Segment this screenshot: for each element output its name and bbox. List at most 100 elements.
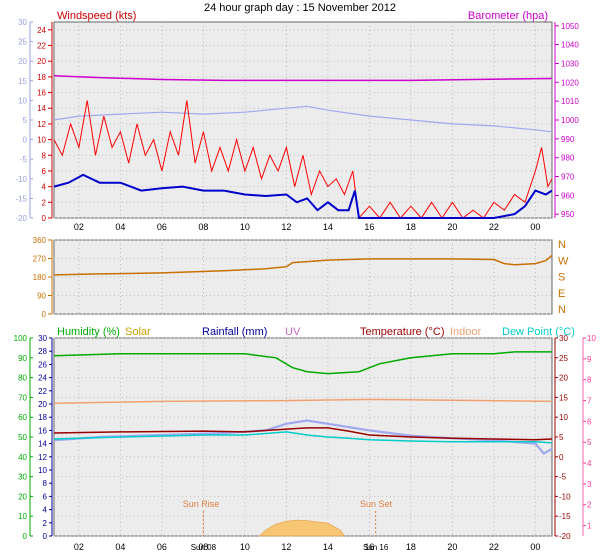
uv-tick-5: 6 — [587, 417, 592, 426]
windspeed-tick-3: 6 — [42, 167, 47, 176]
wind-outer-tick-6: 10 — [18, 96, 27, 105]
wind-x-tick-2: 06 — [157, 222, 167, 232]
windspeed-tick-8: 16 — [37, 89, 46, 98]
wind-x-tick-10: 22 — [489, 222, 499, 232]
indoor-legend: Indoor — [450, 326, 482, 338]
solar-area — [258, 519, 346, 537]
windspeed-axis-title: Windspeed (kts) — [57, 10, 136, 22]
rainfall-legend: Rainfall (mm) — [202, 326, 267, 338]
sunset-label: Sun Set — [360, 499, 393, 509]
rainfall-tick-13: 26 — [38, 360, 47, 369]
barometer-line — [53, 74, 553, 82]
wind-outer-tick-8: 20 — [18, 57, 27, 66]
barometer-tick-1: 960 — [561, 191, 575, 200]
barometer-tick-9: 1040 — [561, 41, 579, 50]
indoor-line — [53, 398, 553, 405]
wind-x-tick-7: 16 — [364, 222, 374, 232]
windspeed-tick-7: 14 — [37, 104, 46, 113]
wind-time-axis: 02 04 06 08 10 12 14 16 18 20 22 00 — [74, 222, 541, 232]
wind-x-tick-0: 02 — [74, 222, 84, 232]
wind-x-tick-8: 18 — [406, 222, 416, 232]
rainfall-tick-11: 22 — [38, 387, 47, 396]
wind-outer-tick-3: -5 — [20, 155, 28, 164]
barometer-tick-4: 990 — [561, 135, 575, 144]
thermo-x-tick-5: 12 — [281, 542, 291, 552]
wind-series — [53, 74, 553, 220]
uv-tick-2: 3 — [587, 480, 592, 489]
rainfall-tick-9: 18 — [38, 413, 47, 422]
thermo-time-axis: 02 04 06 08 10 12 14 16 18 20 22 00 Sun 08 Sun 16 — [74, 542, 541, 552]
humidity-tick-8: 80 — [18, 374, 27, 383]
wind-x-tick-1: 04 — [115, 222, 125, 232]
rainfall-tick-6: 12 — [38, 453, 47, 462]
humidity-tick-3: 30 — [18, 473, 27, 482]
compass-label-4: N — [558, 304, 566, 316]
winddir-tick-4: 360 — [33, 236, 47, 245]
uv-legend: UV — [285, 326, 301, 338]
rainfall-tick-15: 30 — [38, 334, 47, 343]
wind-x-tick-5: 12 — [281, 222, 291, 232]
wind-panel: Windspeed (kts) Barometer (hpa) 02468101… — [15, 10, 579, 232]
humidity-tick-10: 100 — [14, 334, 28, 343]
wind-outer-tick-4: 0 — [23, 136, 28, 145]
uv-tick-0: 1 — [587, 522, 592, 531]
sunset-tick-label: Sun 16 — [363, 543, 389, 552]
windspeed-tick-12: 24 — [37, 26, 46, 35]
wind-x-tick-3: 08 — [198, 222, 208, 232]
wind-x-tick-6: 14 — [323, 222, 333, 232]
uv-tick-9: 10 — [587, 334, 596, 343]
winddir-tick-2: 180 — [33, 273, 47, 282]
temperature-line — [53, 427, 553, 441]
rainfall-tick-2: 4 — [43, 506, 48, 515]
winddir-series — [53, 254, 553, 276]
humidity-axis: 0 10 20 30 40 50 60 70 80 90 100 — [14, 334, 33, 541]
dark-blue-line — [53, 173, 553, 219]
windspeed-tick-1: 2 — [42, 198, 47, 207]
uv-tick-1: 2 — [587, 501, 592, 510]
red-line — [53, 100, 553, 220]
temperature-legend: Temperature (°C) — [360, 326, 444, 338]
windspeed-tick-9: 18 — [37, 73, 46, 82]
barometer-tick-6: 1010 — [561, 97, 579, 106]
temperature-tick-10: 30 — [559, 334, 568, 343]
compass-label-3: E — [558, 288, 565, 300]
dewpoint-line — [53, 431, 553, 444]
sunrise-tick-label: Sun 08 — [191, 543, 217, 552]
compass-label-2: S — [558, 272, 565, 284]
barometer-tick-10: 1050 — [561, 22, 579, 31]
windspeed-tick-4: 8 — [42, 151, 47, 160]
rainfall-tick-10: 20 — [38, 400, 47, 409]
humidity-tick-6: 60 — [18, 413, 27, 422]
thermo-series — [53, 351, 553, 537]
temperature-tick-5: 5 — [559, 433, 564, 442]
barometer-axis-title: Barometer (hpa) — [468, 10, 548, 22]
humidity-tick-7: 70 — [18, 393, 27, 402]
wind-outer-tick-1: -15 — [15, 194, 27, 203]
solar-legend: Solar — [125, 326, 151, 338]
wind-plot-area — [53, 21, 553, 219]
thermo-x-tick-3: 08 — [198, 542, 208, 552]
humidity-line — [53, 351, 552, 375]
temperature-tick-8: 20 — [559, 374, 568, 383]
humidity-tick-4: 40 — [18, 453, 27, 462]
rainfall-tick-12: 24 — [38, 374, 47, 383]
graph-title: 24 hour graph day : 15 November 2012 — [204, 2, 396, 14]
thermo-x-tick-0: 02 — [74, 542, 84, 552]
wind-x-tick-9: 20 — [447, 222, 457, 232]
winddir-tick-0: 0 — [42, 310, 47, 319]
humidity-tick-0: 0 — [23, 532, 28, 541]
winddir-tick-3: 270 — [33, 255, 47, 264]
wind-outer-tick-7: 15 — [18, 77, 27, 86]
uv-tick-8: 9 — [587, 355, 592, 364]
compass-label-1: W — [558, 255, 569, 267]
humidity-tick-1: 10 — [18, 512, 27, 521]
temperature-tick-6: 10 — [559, 413, 568, 422]
winddir-axis: 0 90 180 270 360 — [33, 236, 52, 319]
temperature-tick-7: 15 — [559, 393, 568, 402]
rainfall-tick-0: 0 — [43, 532, 48, 541]
windspeed-tick-5: 10 — [37, 136, 46, 145]
uv-tick-3: 4 — [587, 459, 592, 468]
